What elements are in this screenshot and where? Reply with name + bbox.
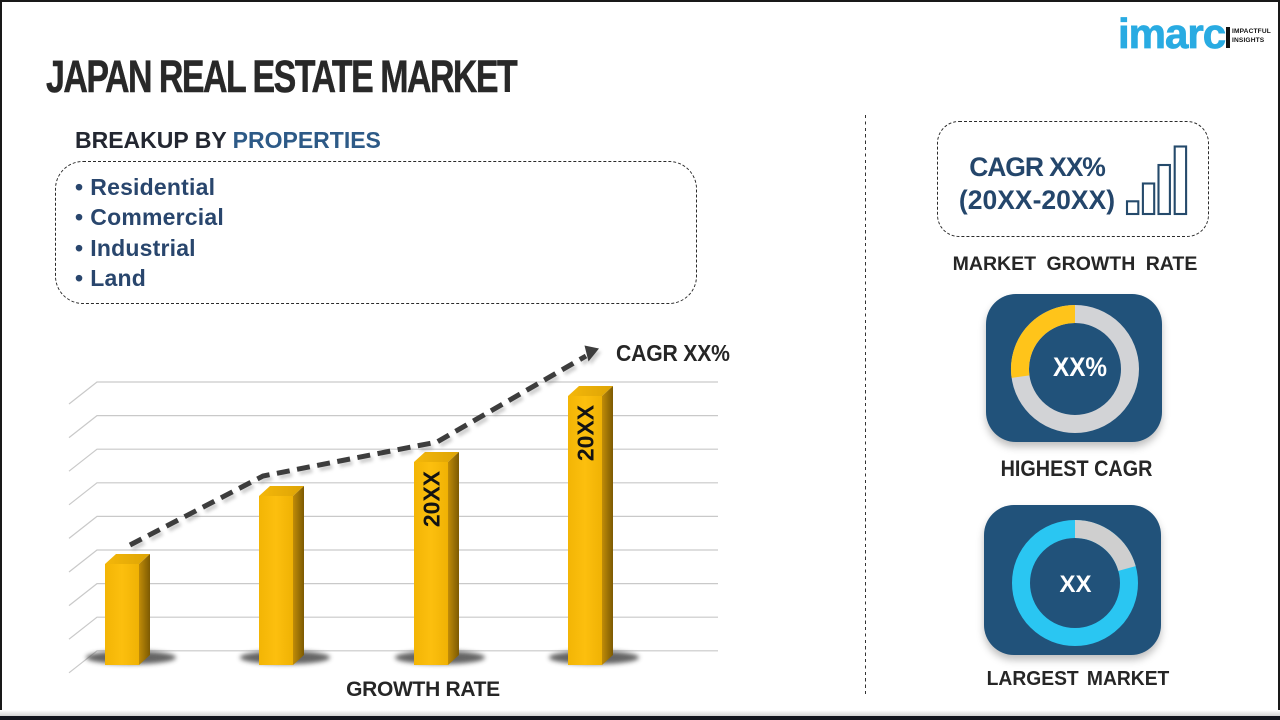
svg-text:20XX: 20XX	[573, 404, 599, 461]
svg-text:20XX: 20XX	[419, 470, 445, 527]
